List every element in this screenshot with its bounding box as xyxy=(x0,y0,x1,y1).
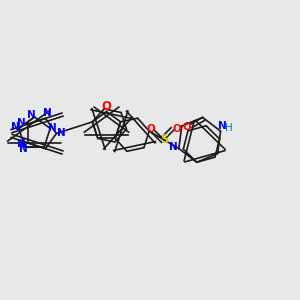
Text: N: N xyxy=(17,139,26,149)
Text: H: H xyxy=(225,122,233,133)
Text: O: O xyxy=(101,100,112,113)
Text: N: N xyxy=(57,128,66,139)
Text: N: N xyxy=(26,110,35,121)
Text: N: N xyxy=(48,123,57,134)
Text: S: S xyxy=(160,133,168,146)
Text: N: N xyxy=(43,108,51,118)
Text: O: O xyxy=(173,124,182,134)
Text: N: N xyxy=(218,121,226,131)
Text: N: N xyxy=(17,118,26,128)
Text: N: N xyxy=(19,144,28,154)
Text: O: O xyxy=(182,122,191,132)
Text: N: N xyxy=(169,142,178,152)
Text: O: O xyxy=(146,124,155,134)
Text: N: N xyxy=(11,122,20,132)
